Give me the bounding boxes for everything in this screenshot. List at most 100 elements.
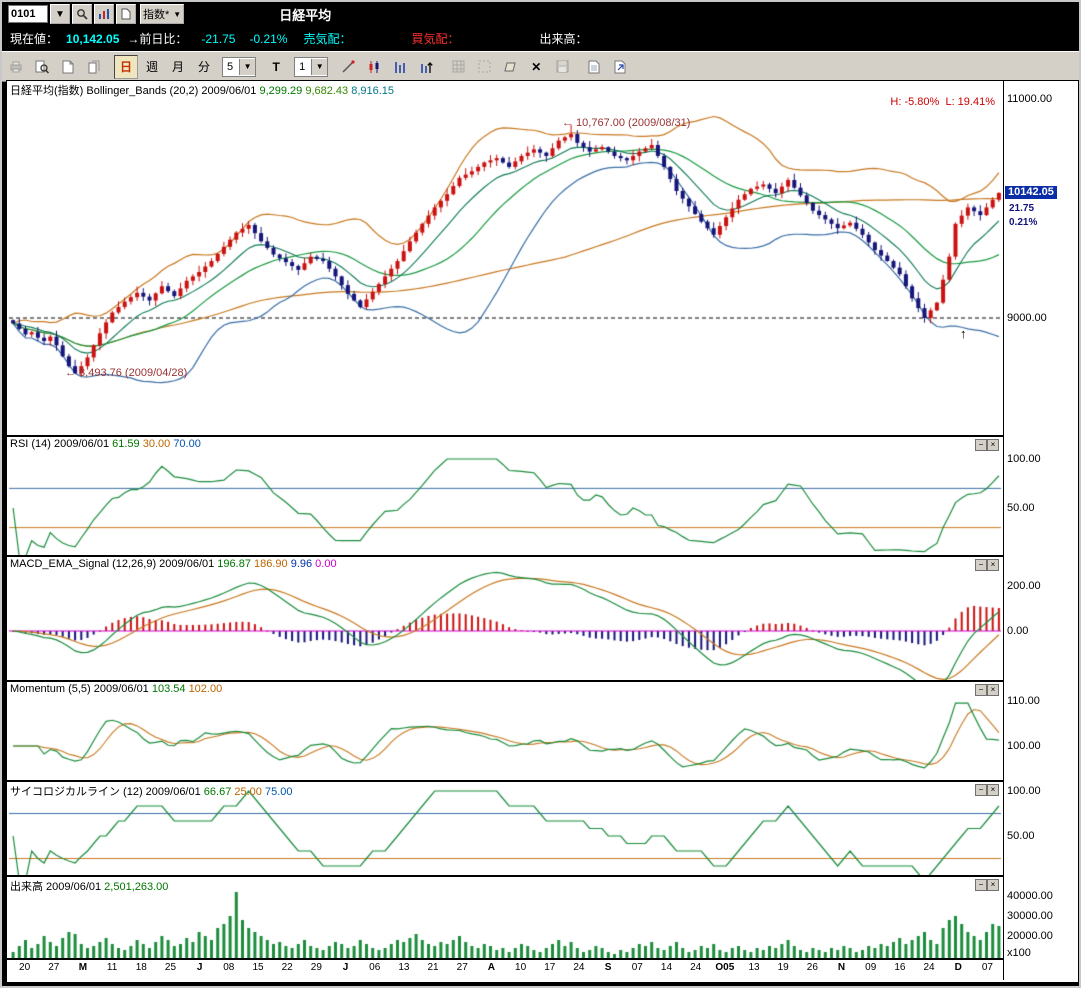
y-axis-label: 30000.00 [1007,910,1053,922]
macd-plot[interactable] [7,557,1003,680]
psychological-minimize-button[interactable]: − [975,784,987,796]
momentum-close-button[interactable]: × [987,684,999,696]
macd-panel-header: MACD_EMA_Signal (12,26,9) 2009/06/01 196… [10,558,337,570]
x-axis-label: 13 [398,962,410,973]
bar-chart-icon [395,61,406,73]
momentum-plot[interactable] [7,682,1003,780]
grid-button[interactable] [446,54,471,79]
x-axis-label: 08 [223,962,235,973]
x-axis-label: 27 [456,962,468,973]
symbol-dropdown-button[interactable]: ▼ [50,4,70,24]
x-axis-label: 25 [164,962,177,973]
ask-label: 売気配： [303,32,352,46]
chart-settings-button[interactable] [94,4,114,24]
lasso-icon [478,60,491,73]
psychological-plot[interactable] [7,782,1003,875]
new-page-button[interactable] [56,54,80,79]
page-copy-icon [88,60,100,73]
export-layout-button[interactable] [608,54,633,79]
symbol-search-button[interactable] [72,4,92,24]
x-axis-label: 14 [660,962,673,973]
period-minute-button[interactable]: 分 [192,54,216,79]
symbol-code-input[interactable] [8,5,48,23]
disk-icon [556,60,569,73]
volume-close-button[interactable]: × [987,879,999,891]
candlestick-style-button[interactable] [362,54,387,79]
header-text-segment: 70.00 [173,438,201,450]
x-axis-label: A [487,962,496,973]
change-label: →前日比： [127,32,188,46]
change-value: -21.75 [201,31,236,46]
rsi-minimize-button[interactable]: − [975,439,987,451]
copy-page-button[interactable] [82,54,106,79]
text-tool-button[interactable]: T [264,54,289,79]
y-axis-label: 20000.00 [1007,930,1053,942]
bars-count-value: 5 [227,60,234,73]
y-axis-label: 9000.00 [1007,312,1047,324]
zoom-button[interactable] [30,54,54,79]
y-axis-label: 110.00 [1007,695,1040,707]
y-axis-label: 200.00 [1007,580,1041,592]
x-axis-label: 24 [573,962,585,973]
rsi-panel-header: RSI (14) 2009/06/01 61.59 30.00 70.00 [10,438,201,450]
magnifier-icon [77,9,88,20]
x-axis: 20 27 M 11 18 25 J 08 15 22 29 J 06 13 21 27 A 10 17 24 S 07 1… [7,960,1003,979]
open-layout-button[interactable] [582,54,607,79]
macd-minimize-button[interactable]: − [975,559,987,571]
chart-toolbar: 日 週 月 分 5 ▼ T 1 ▼ [2,51,1079,82]
x-axis-label: 22 [281,962,293,973]
x-axis-label: 18 [135,962,147,973]
barchart-style-button[interactable] [388,54,413,79]
value-axis-column: 11000.00 9000.00 10142.05 21.75 0.21% 10… [1004,81,1076,980]
chevron-down-icon: ▼ [311,58,328,75]
x-axis-label: 24 [690,962,702,973]
momentum-minimize-button[interactable]: − [975,684,987,696]
y-axis-label: 50.00 [1007,830,1035,842]
y-axis-label: 100.00 [1007,740,1041,752]
header-text-segment: 196.87 [217,558,254,570]
trendline-tool-button[interactable] [336,54,361,79]
header-text-segment: 日経平均(指数) Bollinger_Bands (20,2) 2009/06/… [10,85,260,97]
line-width-select[interactable]: 1 ▼ [294,56,329,77]
main-chart-plot[interactable] [7,81,1003,435]
up-arrow-marker: ↑ [960,326,967,341]
instrument-type-select[interactable]: 指数* ▼ [140,4,185,24]
x-axis-label: J [342,962,349,973]
edit-symbol-button[interactable] [116,4,136,24]
candlestick-icon [369,60,379,73]
volume-minimize-button[interactable]: − [975,879,987,891]
print-button[interactable] [4,54,28,79]
rsi-plot[interactable] [7,437,1003,555]
header-text-segment: 186.90 [254,558,291,570]
x-axis-label: N [837,962,846,973]
period-day-button[interactable]: 日 [114,54,138,79]
psychological-panel: サイコロジカルライン (12) 2009/06/01 66.67 25.00 7… [7,782,1003,877]
x-axis-label: D [954,962,962,973]
header-text-segment: サイコロジカルライン (12) 2009/06/01 [10,786,204,798]
y-axis-label: 0.00 [1007,625,1029,637]
y-axis-label: 100.00 [1007,453,1041,465]
chart-icon [99,9,109,19]
x-axis-label: 13 [748,962,760,973]
x-axis-label: O05 [715,962,735,973]
indicator-arrows-button[interactable] [414,54,439,79]
rsi-close-button[interactable]: × [987,439,999,451]
x-axis-label: 09 [865,962,877,973]
delete-all-button[interactable]: ✕ [524,54,549,79]
quote-bar: 現在値： 10,142.05 →前日比： -21.75 -0.21% 売気配： … [2,26,1079,51]
period-month-button[interactable]: 月 [166,54,190,79]
bars-count-select[interactable]: 5 ▼ [222,56,257,77]
magnifier-page-icon [35,60,49,74]
header-text-segment: 8,916.15 [351,85,395,97]
save-template-button[interactable] [550,54,575,79]
period-week-button[interactable]: 週 [140,54,164,79]
x-axis-label: 27 [48,962,60,973]
psychological-close-button[interactable]: × [987,784,999,796]
volume-unit-label: x100 [1007,947,1031,959]
eraser-button[interactable] [498,54,523,79]
volume-plot[interactable] [7,877,1003,958]
header-text-segment: 出来高 2009/06/01 [10,881,105,893]
header-text-segment: 61.59 [112,438,143,450]
macd-close-button[interactable]: × [987,559,999,571]
select-tool-button[interactable] [472,54,497,79]
